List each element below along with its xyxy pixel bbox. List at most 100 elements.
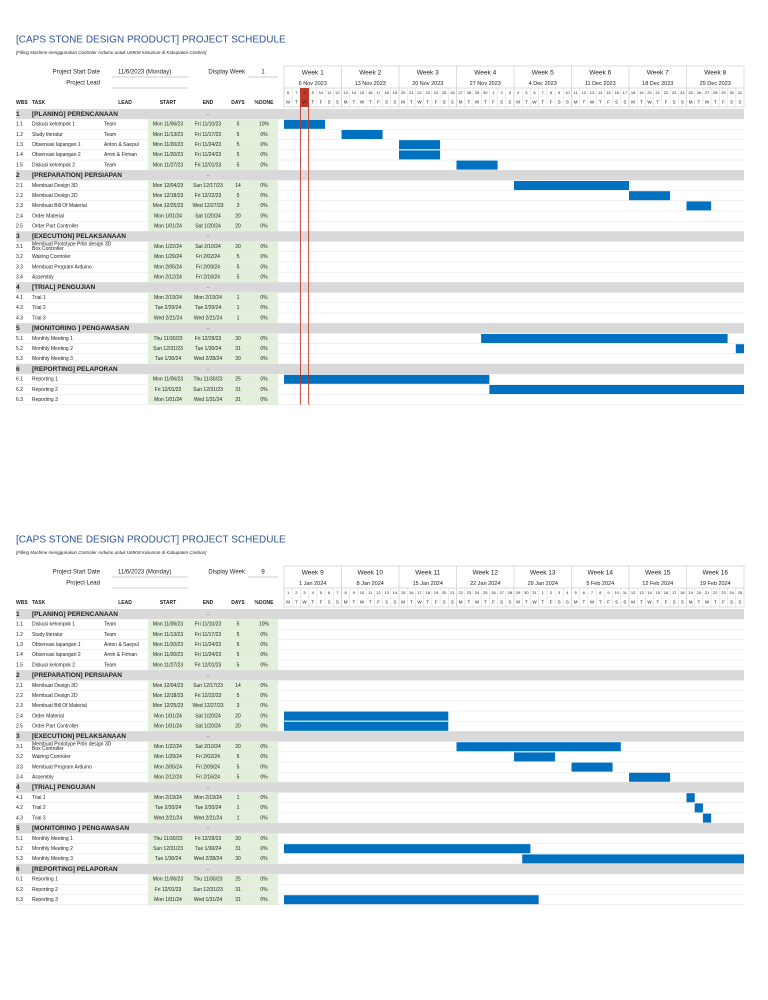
- column-header: START: [160, 100, 176, 106]
- week-label: Week 7: [647, 70, 669, 77]
- task-start: Mon 2/12/24: [154, 775, 182, 781]
- column-header: LEAD: [118, 600, 132, 606]
- day-letter: S: [336, 100, 339, 105]
- section-name: [EXECUTION] PELAKSANAAN: [32, 733, 126, 740]
- day-letter: M: [459, 100, 463, 105]
- task-name: Membuat Design 3D: [32, 683, 78, 689]
- task-done: 0%: [260, 254, 268, 260]
- task-days: 5: [237, 642, 240, 648]
- task-bar: [514, 181, 629, 190]
- day-number: 8: [344, 590, 347, 595]
- day-letter: S: [566, 100, 569, 105]
- day-letter: T: [714, 600, 717, 605]
- day-number: 5: [525, 90, 528, 95]
- week-date: 22 Jan 2024: [470, 581, 500, 587]
- task-start: Mon 11/27/23: [153, 162, 183, 168]
- day-letter: W: [647, 100, 652, 105]
- task-days: 5: [237, 193, 240, 199]
- day-letter: F: [377, 100, 380, 105]
- task-days: 14: [235, 183, 241, 189]
- column-header: DAYS: [231, 600, 245, 606]
- task-bar: [571, 762, 613, 772]
- section-row: [16, 782, 744, 793]
- day-number: 9: [353, 590, 356, 595]
- day-letter: M: [574, 100, 578, 105]
- date-cells: [148, 303, 278, 313]
- section-end: -: [207, 326, 209, 332]
- column-header: TASK: [32, 600, 46, 606]
- day-letter: S: [508, 600, 511, 605]
- task-end: Fri 11/17/23: [195, 132, 222, 138]
- task-wbs: 4.3: [16, 315, 23, 321]
- task-start: Mon 2/05/24: [154, 264, 182, 270]
- section-row: [16, 231, 744, 242]
- section-name: [PLANING] PERENCANAAN: [32, 111, 118, 118]
- task-start: Mon 12/25/23: [153, 203, 184, 209]
- date-cells: [148, 813, 278, 823]
- task-done: 0%: [260, 775, 268, 781]
- day-number: 11: [623, 590, 628, 595]
- task-days: 20: [235, 213, 241, 219]
- day-number: 3: [558, 590, 561, 595]
- day-number: 8: [303, 90, 306, 95]
- task-start: Tue 2/20/24: [155, 805, 182, 811]
- task-name: Diskusi kelompok 1: [32, 622, 75, 628]
- task-days: 5: [237, 152, 240, 158]
- task-end: Fri 11/10/23: [195, 622, 222, 628]
- day-number: 29: [721, 90, 726, 95]
- day-number: 28: [508, 590, 513, 595]
- date-cells: [148, 660, 278, 670]
- day-letter: S: [393, 100, 396, 105]
- day-number: 10: [614, 590, 619, 595]
- task-done: 0%: [260, 162, 268, 168]
- day-letter: M: [516, 600, 520, 605]
- day-number: 4: [312, 590, 315, 595]
- task-wbs: 6.3: [16, 897, 23, 903]
- day-letter: T: [311, 600, 314, 605]
- task-bar: [735, 344, 744, 354]
- task-end: Wed 12/27/23: [192, 703, 223, 709]
- task-name: Membuat Program Arduino: [32, 264, 92, 270]
- task-done: 0%: [260, 703, 268, 709]
- task-end: Wed 2/21/24: [194, 815, 222, 821]
- task-name: Order Part Controller: [32, 724, 79, 730]
- task-days: 20: [235, 244, 241, 250]
- day-letter: S: [385, 100, 388, 105]
- day-letter: M: [631, 100, 635, 105]
- day-letter: W: [532, 600, 537, 605]
- task-done: 0%: [260, 275, 268, 281]
- date-cells: [148, 160, 278, 170]
- task-end: Sat 2/10/24: [195, 744, 221, 750]
- day-number: 22: [664, 90, 669, 95]
- task-wbs: 1.4: [16, 152, 23, 158]
- day-letter: F: [665, 100, 668, 105]
- day-number: 22: [713, 590, 718, 595]
- day-number: 7: [295, 90, 298, 95]
- section-name: [PLANING] PERENCANAAN: [32, 611, 118, 618]
- day-letter: W: [647, 600, 652, 605]
- task-done: 0%: [260, 224, 268, 230]
- today-cell: [300, 88, 309, 107]
- task-wbs: 1.3: [16, 142, 23, 148]
- day-number: 18: [631, 90, 636, 95]
- day-letter: T: [599, 100, 602, 105]
- subtitle: [Filling Machine menggunakan Controler A…: [15, 50, 207, 55]
- task-wbs: 2.4: [16, 213, 23, 219]
- day-letter: F: [722, 100, 725, 105]
- task-days: 14: [235, 683, 241, 689]
- week-label: Week 1: [302, 70, 324, 77]
- day-letter: S: [451, 100, 454, 105]
- day-letter: T: [541, 600, 544, 605]
- day-number: 25: [738, 590, 743, 595]
- task-wbs: 5.1: [16, 336, 23, 342]
- task-start: Mon 11/27/23: [153, 662, 183, 668]
- task-name: Monthly Meeting 1: [32, 836, 73, 842]
- day-letter: S: [566, 600, 569, 605]
- day-letter: T: [582, 100, 585, 105]
- week-date: 5 Feb 2024: [586, 581, 614, 587]
- task-end: Fri 11/24/23: [195, 142, 222, 148]
- task-end: Wed 12/27/23: [192, 203, 223, 209]
- date-cells: [148, 690, 278, 701]
- task-bar: [694, 803, 703, 813]
- day-letter: M: [631, 600, 635, 605]
